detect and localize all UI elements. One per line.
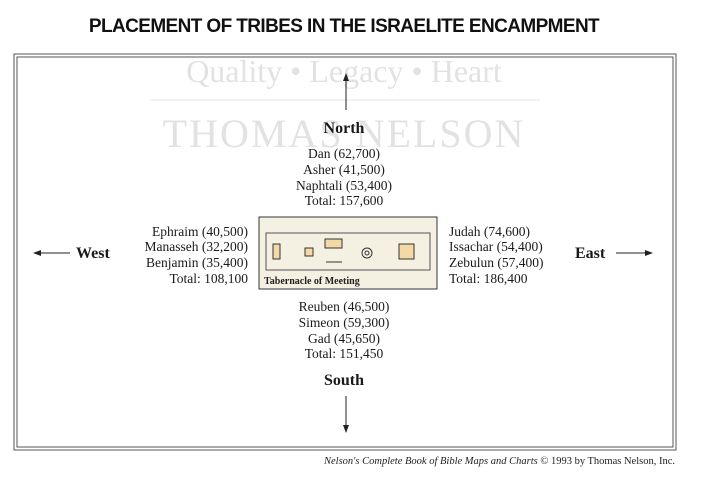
tribe: Benjamin (35,400) — [146, 255, 248, 270]
total: Total: 186,400 — [449, 271, 528, 286]
tribe: Simeon (59,300) — [299, 315, 390, 330]
tribe: Manasseh (32,200) — [145, 239, 248, 254]
tribe: Reuben (46,500) — [299, 299, 390, 314]
total: Total: 108,100 — [169, 271, 248, 286]
icon — [361, 247, 373, 259]
credit-rest: © 1993 by Thomas Nelson, Inc. — [540, 456, 675, 467]
icon — [272, 243, 281, 260]
tribe: Ephraim (40,500) — [152, 224, 248, 239]
icon — [364, 250, 370, 256]
direction-label: South — [324, 372, 364, 389]
icon — [304, 247, 314, 257]
watermark: THOMAS NELSON — [163, 111, 526, 156]
frame-inner — [16, 56, 674, 448]
direction-label: East — [575, 245, 606, 262]
tribe: Judah (74,600) — [449, 224, 530, 239]
tribe: Zebulun (57,400) — [449, 255, 543, 270]
court — [265, 232, 431, 271]
credit-book: Nelson's Complete Book of Bible Maps and… — [323, 456, 538, 467]
direction-label: North — [324, 120, 365, 137]
frame-outer — [13, 53, 677, 451]
tribe: Gad (45,650) — [308, 331, 380, 346]
total: Total: 151,450 — [305, 346, 384, 361]
total: Total: 157,600 — [305, 193, 384, 208]
direction-label: West — [76, 245, 110, 262]
tribe: Dan (62,700) — [308, 146, 380, 161]
tribe: Issachar (54,400) — [449, 239, 543, 254]
tribe: Asher (41,500) — [303, 162, 385, 177]
tribe: Naphtali (53,400) — [296, 178, 392, 193]
center-label: Tabernacle of Meeting — [264, 276, 360, 287]
title: PLACEMENT OF TRIBES IN THE ISRAELITE ENC… — [89, 16, 600, 37]
icon — [324, 238, 343, 249]
watermark: Quality • Legacy • Heart — [186, 53, 502, 89]
credit: Nelson's Complete Book of Bible Maps and… — [323, 456, 675, 467]
icon — [398, 243, 415, 260]
